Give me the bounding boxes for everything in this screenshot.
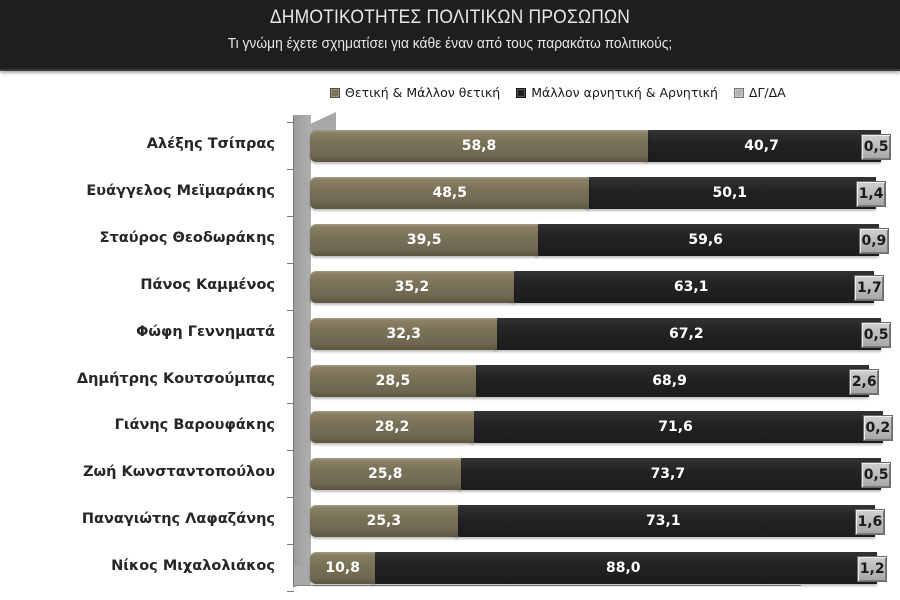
bar-dontknow: 2,6 bbox=[849, 369, 880, 395]
y-axis-line bbox=[293, 117, 294, 586]
swatch-positive-icon bbox=[330, 87, 340, 98]
legend-label-negative: Μάλλον αρνητική & Αρνητική bbox=[531, 85, 718, 100]
chart-row: Αλέξης Τσίπρας 58,8 40,7 0,5 bbox=[0, 128, 900, 164]
category-label: Πάνος Καμμένος bbox=[140, 277, 275, 293]
bar-positive: 28,5 bbox=[310, 365, 476, 397]
y-axis-tick bbox=[287, 169, 294, 170]
bar-dontknow: 0,2 bbox=[862, 415, 893, 441]
y-axis-tick bbox=[287, 450, 294, 451]
y-axis-tick bbox=[287, 357, 294, 358]
bar-positive: 48,5 bbox=[310, 177, 590, 209]
chart-row: Νίκος Μιχαλολιάκος 10,8 88,0 1,2 bbox=[0, 550, 900, 586]
chart-row: Σταύρος Θεοδωράκης 39,5 59,6 0,9 bbox=[0, 222, 900, 258]
bar-positive: 28,2 bbox=[310, 411, 475, 443]
x-axis-baseline bbox=[293, 585, 801, 586]
chart-title: ΔΗΜΟΤΙΚΟΤΗΤΕΣ ΠΟΛΙΤΙΚΩΝ ΠΡΟΣΩΠΩΝ bbox=[269, 7, 631, 28]
swatch-dontknow-icon bbox=[733, 87, 744, 98]
bar-dontknow: 0,5 bbox=[861, 322, 892, 348]
category-label: Αλέξης Τσίπρας bbox=[146, 136, 275, 152]
y-axis-tick bbox=[287, 591, 294, 592]
bar-negative: 50,1 bbox=[583, 177, 877, 209]
bar-negative: 67,2 bbox=[491, 318, 882, 350]
bar-positive: 35,2 bbox=[310, 271, 514, 303]
bar-negative: 73,1 bbox=[451, 505, 875, 537]
chart-header: ΔΗΜΟΤΙΚΟΤΗΤΕΣ ΠΟΛΙΤΙΚΩΝ ΠΡΟΣΩΠΩΝ Τι γνώμ… bbox=[0, 0, 900, 71]
bar-positive: 39,5 bbox=[310, 224, 539, 256]
bar-negative: 63,1 bbox=[507, 271, 875, 303]
y-axis-tick bbox=[287, 216, 294, 217]
y-axis-tick bbox=[287, 403, 294, 404]
axis-wall bbox=[293, 115, 311, 585]
y-axis-tick bbox=[287, 497, 294, 498]
chart-row: Πάνος Καμμένος 35,2 63,1 1,7 bbox=[0, 269, 900, 305]
bar-negative: 68,9 bbox=[469, 365, 870, 397]
bar-dontknow: 1,2 bbox=[857, 556, 888, 582]
legend-item-positive: Θετική & Μάλλον θετική bbox=[330, 85, 500, 100]
bar-positive: 32,3 bbox=[310, 318, 498, 350]
category-label: Γιάνης Βαρουφάκης bbox=[114, 417, 275, 433]
y-axis-tick bbox=[287, 122, 294, 123]
bar-positive: 25,3 bbox=[310, 505, 458, 537]
chart-row: Παναγιώτης Λαφαζάνης 25,3 73,1 1,6 bbox=[0, 503, 900, 539]
y-axis-tick bbox=[287, 263, 294, 264]
bar-positive: 10,8 bbox=[310, 552, 376, 584]
y-axis-tick bbox=[287, 310, 294, 311]
category-label: Φώφη Γεννηματά bbox=[136, 324, 275, 340]
bar-positive: 25,8 bbox=[310, 458, 461, 490]
chart-subtitle: Τι γνώμη έχετε σχηματίσει για κάθε έναν … bbox=[227, 35, 673, 52]
legend-item-dontknow: ΔΓ/ΔΑ bbox=[733, 85, 786, 100]
bar-dontknow: 0,5 bbox=[861, 134, 892, 160]
category-label: Ζωή Κωνσταντοπούλου bbox=[83, 464, 275, 480]
bar-negative: 59,6 bbox=[532, 224, 879, 256]
bar-negative: 71,6 bbox=[468, 411, 883, 443]
bar-dontknow: 1,7 bbox=[854, 275, 885, 301]
bar-negative: 88,0 bbox=[369, 552, 878, 584]
swatch-negative-icon bbox=[516, 87, 527, 98]
legend-item-negative: Μάλλον αρνητική & Αρνητική bbox=[516, 85, 718, 100]
legend: Θετική & Μάλλον θετική Μάλλον αρνητική &… bbox=[330, 85, 786, 100]
bar-negative: 40,7 bbox=[641, 130, 882, 162]
category-label: Σταύρος Θεοδωράκης bbox=[99, 230, 275, 246]
chart-row: Δημήτρης Κουτσούμπας 28,5 68,9 2,6 bbox=[0, 363, 900, 399]
bar-dontknow: 1,6 bbox=[854, 509, 885, 535]
chart-row: Φώφη Γεννηματά 32,3 67,2 0,5 bbox=[0, 316, 900, 352]
bar-dontknow: 0,5 bbox=[861, 462, 892, 488]
bar-dontknow: 0,9 bbox=[858, 228, 889, 254]
category-label: Ευάγγελος Μεϊμαράκης bbox=[86, 183, 275, 199]
category-label: Παναγιώτης Λαφαζάνης bbox=[81, 511, 275, 527]
chart-row: Ζωή Κωνσταντοπούλου 25,8 73,7 0,5 bbox=[0, 456, 900, 492]
legend-label-positive: Θετική & Μάλλον θετική bbox=[345, 85, 501, 100]
bar-dontknow: 1,4 bbox=[856, 181, 887, 207]
chart-row: Ευάγγελος Μεϊμαράκης 48,5 50,1 1,4 bbox=[0, 175, 900, 211]
y-axis-tick bbox=[287, 544, 294, 545]
category-label: Νίκος Μιχαλολιάκος bbox=[111, 558, 275, 574]
chart-row: Γιάνης Βαρουφάκης 28,2 71,6 0,2 bbox=[0, 409, 900, 445]
bar-positive: 58,8 bbox=[310, 130, 648, 162]
bar-negative: 73,7 bbox=[454, 458, 882, 490]
category-label: Δημήτρης Κουτσούμπας bbox=[76, 371, 275, 387]
legend-label-dontknow: ΔΓ/ΔΑ bbox=[748, 85, 786, 100]
